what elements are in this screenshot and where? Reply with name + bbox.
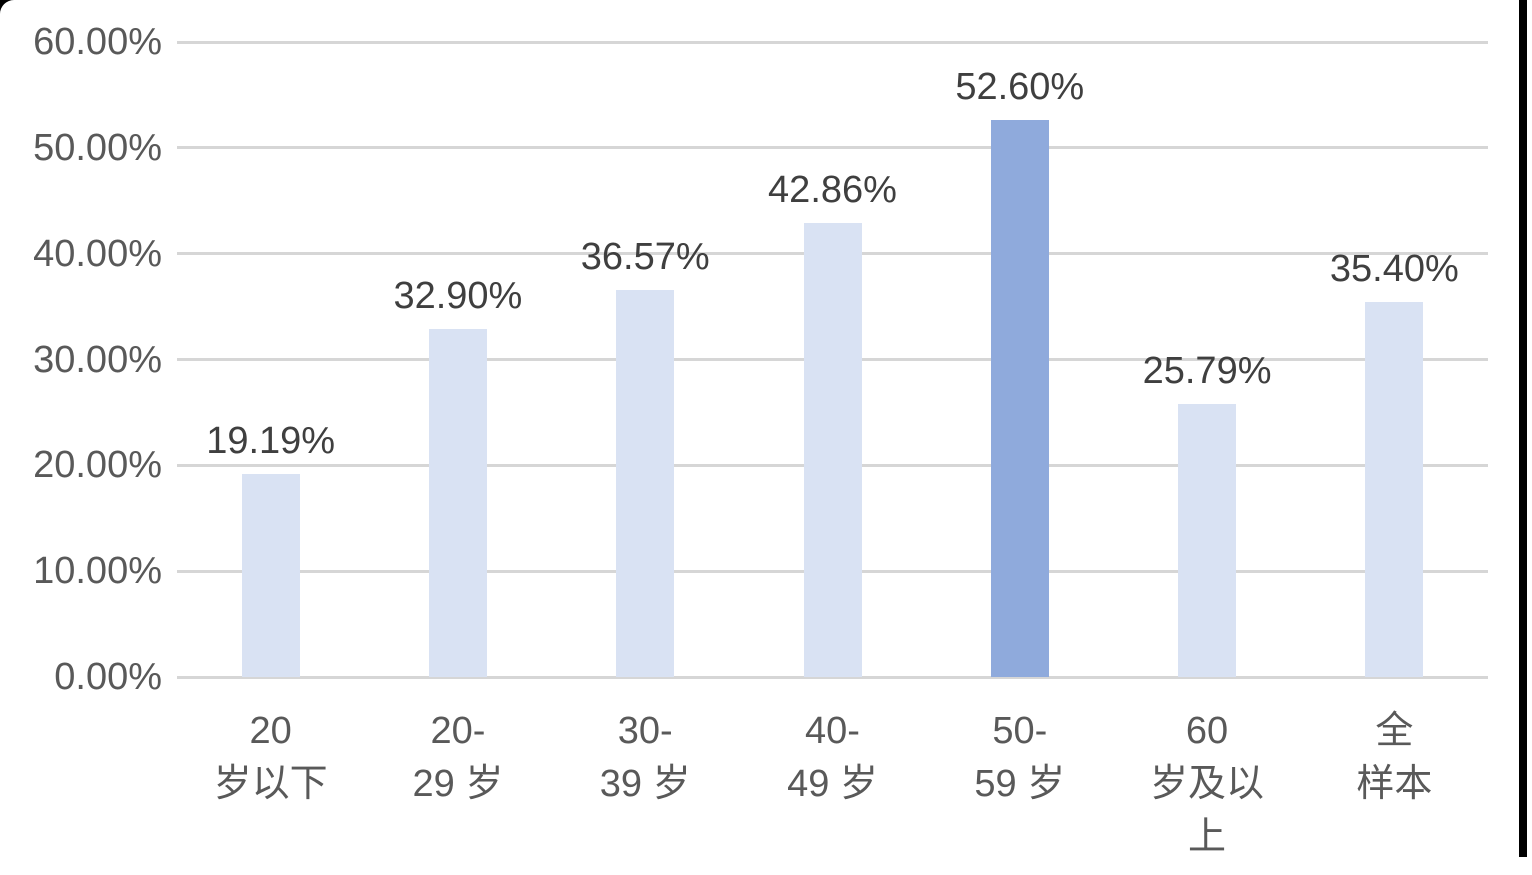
screenshot-edge-artifact bbox=[1519, 0, 1527, 857]
x-axis-category-label: 40- 49 岁 bbox=[787, 710, 878, 805]
y-axis-tick-label: 60.00% bbox=[33, 21, 162, 63]
bar-4 bbox=[803, 223, 862, 677]
bar-value-label: 25.79% bbox=[1142, 350, 1272, 393]
bar-value-label: 52.60% bbox=[955, 66, 1085, 109]
gridline bbox=[177, 675, 1488, 679]
gridline bbox=[177, 146, 1488, 150]
y-axis-tick-label: 10.00% bbox=[33, 550, 162, 593]
bar-6 bbox=[1178, 404, 1237, 677]
y-axis-tick-label: 40.00% bbox=[33, 232, 162, 275]
bar-value-label: 32.90% bbox=[393, 274, 523, 317]
screenshot-corner-artifact bbox=[0, 0, 14, 14]
y-axis-tick-label: 0.00% bbox=[54, 656, 162, 698]
gridline bbox=[177, 40, 1488, 44]
bar-value-label: 19.19% bbox=[206, 419, 336, 462]
x-axis-category-label: 20- 29 岁 bbox=[412, 710, 504, 805]
x-axis-category-label: 60 岁及以 上 bbox=[1150, 710, 1265, 858]
bar-7 bbox=[1365, 302, 1424, 677]
y-axis-tick-label: 30.00% bbox=[33, 338, 162, 381]
bar-value-label: 36.57% bbox=[580, 235, 710, 278]
x-axis-category-label: 全 样本 bbox=[1356, 710, 1433, 805]
bar-5-highlighted bbox=[990, 120, 1049, 677]
bar-value-label: 35.40% bbox=[1329, 248, 1459, 291]
bar-3 bbox=[616, 289, 675, 677]
bar-1 bbox=[241, 473, 300, 677]
y-axis-tick-label: 50.00% bbox=[33, 126, 162, 169]
bar-2 bbox=[428, 328, 487, 677]
y-axis-tick-label: 20.00% bbox=[33, 444, 162, 487]
x-axis-category-label: 20 岁以下 bbox=[213, 710, 328, 805]
x-axis-category-label: 30- 39 岁 bbox=[599, 710, 691, 805]
x-axis-category-label: 50- 59 岁 bbox=[974, 710, 1066, 805]
bar-value-label: 42.86% bbox=[768, 169, 897, 212]
